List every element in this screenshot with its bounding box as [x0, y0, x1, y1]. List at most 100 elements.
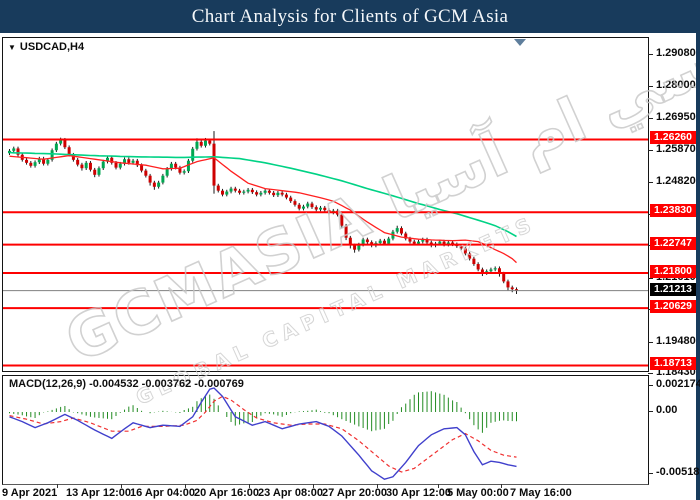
- date-tick: [57, 484, 58, 488]
- candle-body: [446, 242, 450, 245]
- price-tick-dash: [648, 341, 653, 343]
- candle-body: [276, 192, 280, 196]
- candle-body: [33, 162, 37, 166]
- candle-body: [178, 167, 182, 173]
- candle-body: [105, 157, 109, 162]
- candle-body: [42, 158, 46, 164]
- candle-body: [463, 248, 467, 254]
- candle-body: [319, 207, 323, 210]
- price-tick-label: 1.25870: [656, 143, 696, 156]
- candle-body: [221, 190, 225, 195]
- date-label: 9 Apr 2021: [2, 487, 58, 499]
- candle-body: [135, 160, 139, 166]
- candle-body: [412, 241, 416, 244]
- candle-body: [255, 192, 259, 195]
- price-tick-dash: [648, 117, 653, 119]
- candle-body: [506, 281, 510, 288]
- candle-body: [59, 139, 63, 144]
- price-tick-dash: [648, 86, 653, 88]
- candle-body: [161, 175, 165, 183]
- candle-body: [476, 264, 480, 270]
- date-label: 20 Apr 16:00: [194, 487, 260, 499]
- candle-body: [399, 228, 403, 234]
- chevron-down-icon[interactable]: ▼: [8, 43, 16, 52]
- candle-body: [472, 258, 476, 265]
- candle-body: [263, 190, 267, 193]
- candle-body: [46, 159, 50, 164]
- candle-body: [417, 241, 421, 244]
- candle-body: [71, 154, 75, 160]
- level-price-label: 1.21800: [650, 265, 696, 279]
- candle-body: [497, 268, 501, 274]
- macd-chart[interactable]: [3, 376, 648, 484]
- candle-body: [284, 194, 288, 198]
- candle-body: [229, 188, 233, 192]
- candle-body: [208, 140, 212, 144]
- ma-red-line: [9, 154, 517, 264]
- candle-body: [259, 192, 263, 195]
- candlestick-chart[interactable]: [3, 38, 648, 371]
- candle-body: [144, 170, 148, 176]
- price-tick-dash: [648, 277, 653, 279]
- ma-green-line: [9, 151, 517, 238]
- chart-shift-marker-icon[interactable]: [514, 39, 526, 46]
- candle-body: [54, 143, 58, 151]
- candle-body: [12, 148, 16, 151]
- candle-body: [50, 150, 54, 160]
- candle-body: [140, 165, 144, 171]
- candle-body: [63, 139, 67, 148]
- candle-body: [365, 239, 369, 243]
- candle-body: [323, 207, 327, 211]
- candle-body: [191, 148, 195, 161]
- macd-tick-dash: [648, 411, 653, 412]
- candle-body: [101, 161, 105, 169]
- candle-body: [110, 157, 114, 163]
- candle-body: [361, 239, 365, 245]
- candle-body: [186, 160, 190, 172]
- candle-body: [480, 269, 484, 274]
- window-right-border: [696, 0, 700, 500]
- macd-main-line: [9, 387, 517, 480]
- candle-body: [314, 207, 318, 210]
- candle-body: [451, 242, 455, 245]
- candle-body: [165, 168, 169, 176]
- date-tick: [249, 484, 250, 488]
- candle-body: [267, 190, 271, 193]
- level-price-label: 1.20629: [650, 300, 696, 314]
- date-tick: [121, 484, 122, 488]
- candle-body: [250, 189, 254, 193]
- date-label: 5 May 00:00: [447, 487, 509, 499]
- date-label: 13 Apr 12:00: [66, 487, 132, 499]
- date-label: 30 Apr 12:00: [386, 487, 452, 499]
- candle-body: [131, 160, 135, 163]
- price-tick-label: 1.19480: [656, 334, 696, 347]
- candle-body: [174, 163, 178, 168]
- price-chart-panel[interactable]: [2, 37, 649, 372]
- current-price-label: 1.21213: [650, 282, 696, 296]
- candle-body: [340, 214, 344, 226]
- price-tick-label: 1.24820: [656, 174, 696, 187]
- symbol-timeframe-label[interactable]: ▼ USDCAD,H4: [8, 41, 84, 53]
- candle-body: [468, 253, 472, 259]
- candle-body: [216, 185, 220, 191]
- candle-body: [493, 268, 497, 270]
- candle-body: [148, 175, 152, 183]
- date-tick: [377, 484, 378, 488]
- date-tick: [313, 484, 314, 488]
- candle-body: [152, 182, 156, 187]
- candle-body: [246, 189, 250, 192]
- candle-body: [382, 240, 386, 244]
- macd-indicator-panel[interactable]: [2, 375, 649, 485]
- date-label: 23 Apr 08:00: [258, 487, 324, 499]
- page-title: Chart Analysis for Clients of GCM Asia: [191, 5, 509, 27]
- price-tick-dash: [648, 150, 653, 152]
- candle-body: [225, 191, 229, 195]
- date-tick: [438, 484, 439, 488]
- candle-body: [195, 141, 199, 149]
- candle-body: [203, 140, 207, 146]
- candle-body: [8, 150, 11, 154]
- macd-tick-dash: [648, 473, 653, 475]
- candle-body: [199, 141, 203, 146]
- candle-body: [88, 162, 92, 170]
- price-tick-label: 1.28000: [656, 79, 696, 92]
